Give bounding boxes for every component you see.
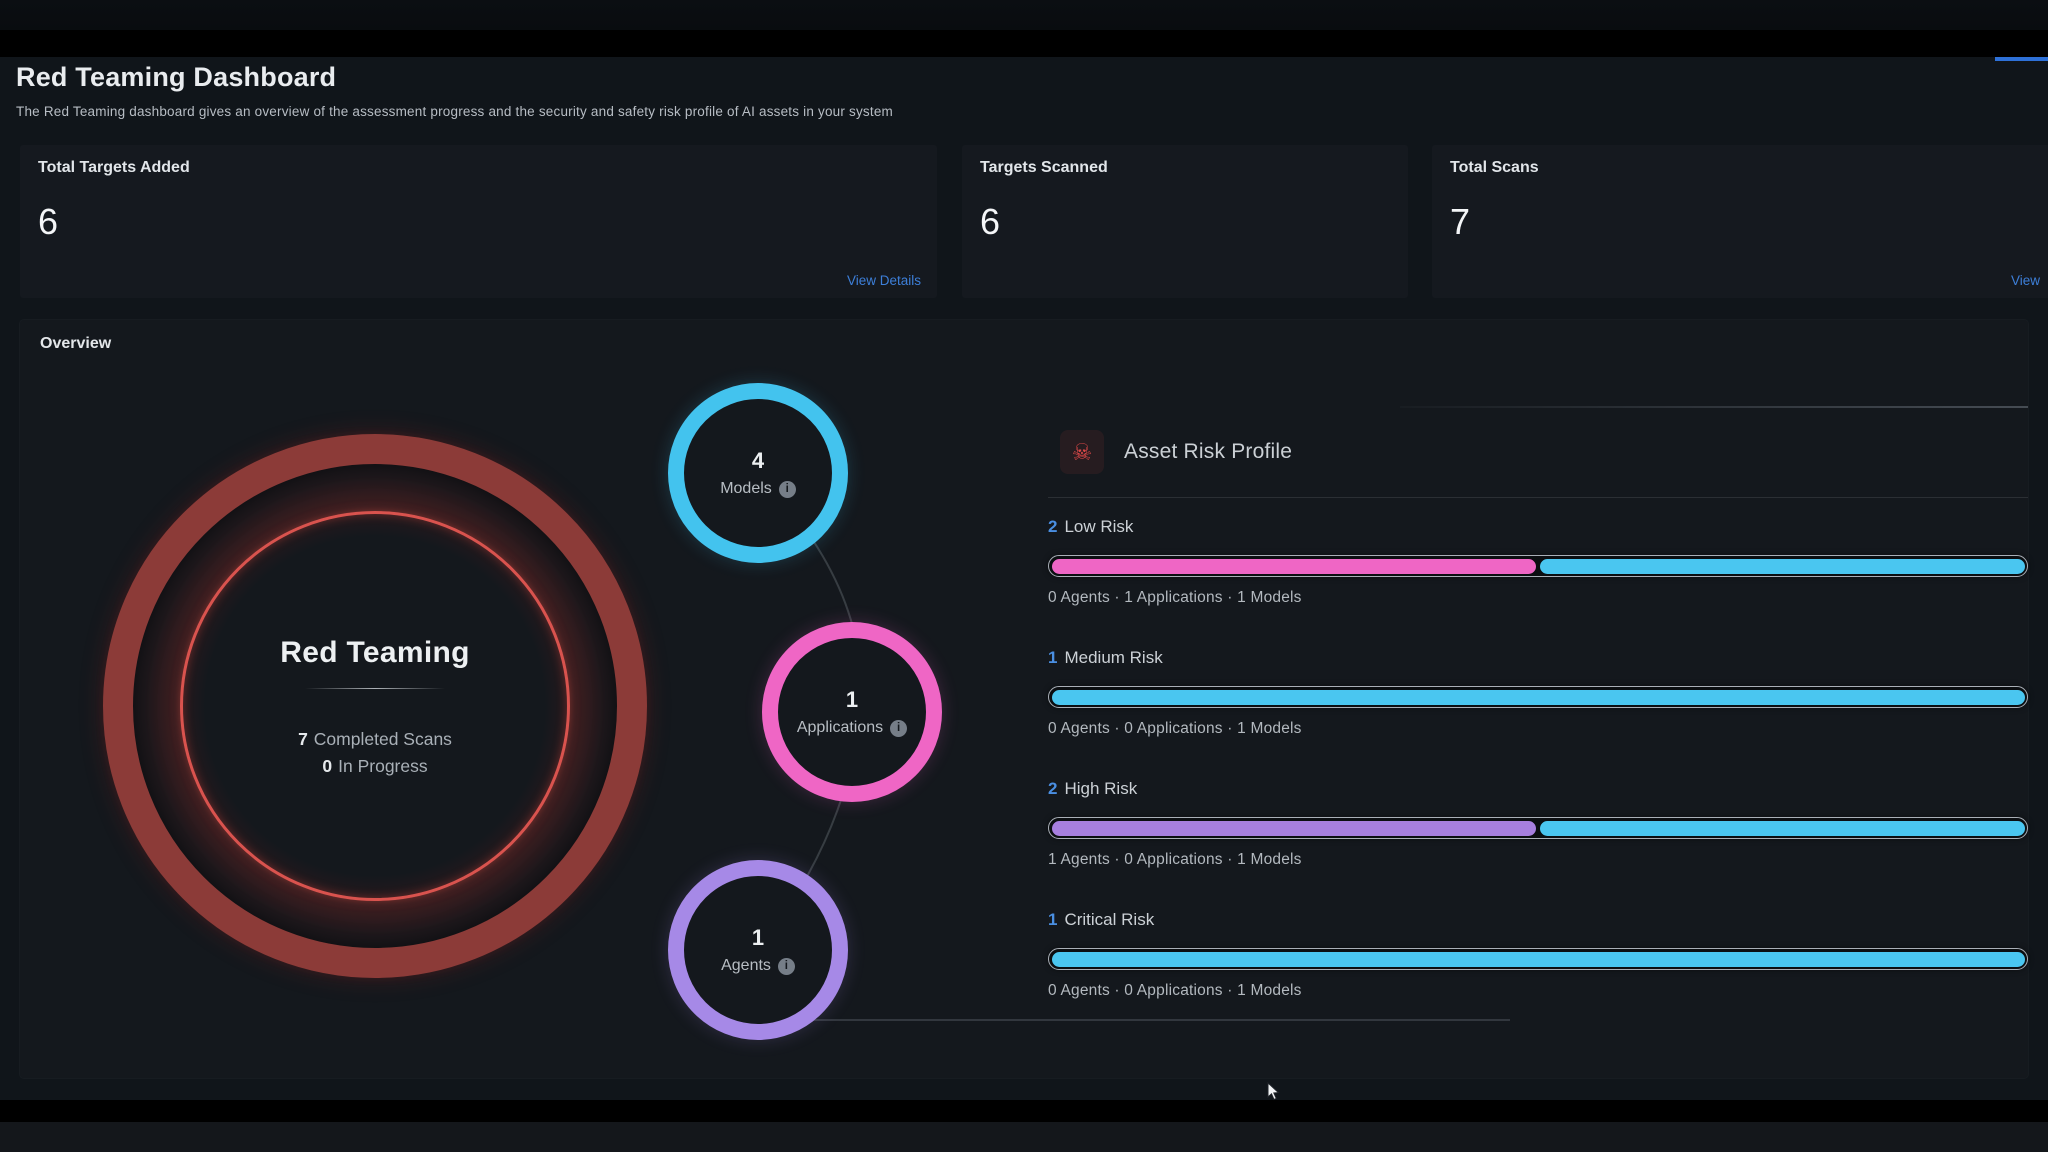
risk-segment-models: [1540, 820, 2025, 836]
gauge-completed-label: Completed Scans: [313, 728, 452, 749]
stat-card-value: 7: [1450, 201, 1471, 242]
risk-profile-divider: [1048, 497, 2028, 498]
risk-breakdown: 1 Agents · 0 Applications · 1 Models: [1048, 851, 1302, 868]
stat-card-link[interactable]: View: [2010, 273, 2040, 288]
risk-segment-agents: [1051, 820, 1536, 836]
asset-circle-label-line: Models: [720, 480, 796, 498]
bottom-strip: [0, 1122, 2048, 1152]
red-teaming-gauge: Red Teaming 7 Completed Scans 0 In Progres…: [75, 406, 675, 1006]
risk-label: Low Risk: [1064, 517, 1134, 536]
asset-circle-count: 4: [751, 448, 765, 473]
gauge-completed-line: 7 Completed Scans: [298, 729, 452, 750]
asset-circle-label: Agents: [721, 957, 771, 974]
risk-label-line: 1 Critical Risk: [1048, 910, 2028, 930]
stat-card-label: Targets Scanned: [980, 159, 1108, 176]
risk-bar: [1048, 686, 2028, 708]
risk-row: 1 Medium Risk 0 Agents · 0 Applications ·…: [1048, 648, 2028, 779]
active-tab-underline: [1995, 57, 2048, 61]
risk-segment-applications: [1051, 558, 1536, 574]
risk-label-line: 2 High Risk: [1048, 779, 2028, 799]
info-icon[interactable]: [777, 957, 795, 975]
risk-row: 2 High Risk 1 Agents · 0 Applications · 1…: [1048, 779, 2028, 910]
asset-circle-label: Models: [720, 480, 772, 497]
risk-count: 1: [1048, 648, 1058, 667]
overview-section-title: Overview: [40, 335, 112, 352]
risk-profile-title: Asset Risk Profile: [1124, 440, 1293, 463]
gauge-content: Red Teaming 7 Completed Scans 0 In Progres…: [185, 516, 565, 896]
risk-label: Critical Risk: [1064, 910, 1155, 929]
info-icon[interactable]: [778, 480, 796, 498]
stat-card-label: Total Targets Added: [38, 159, 190, 176]
risk-breakdown: 0 Agents · 0 Applications · 1 Models: [1048, 982, 1302, 999]
risk-breakdown: 0 Agents · 1 Applications · 1 Models: [1048, 589, 1302, 606]
stat-card: Total Scans 7 View: [1432, 145, 2048, 298]
risk-label-line: 1 Medium Risk: [1048, 648, 2028, 668]
risk-row: 2 Low Risk 0 Agents · 1 Applications · 1 …: [1048, 517, 2028, 648]
risk-panel-top-border: [1400, 406, 2028, 408]
risk-bar: [1048, 817, 2028, 839]
risk-count: 2: [1048, 779, 1058, 798]
page-subtitle: The Red Teaming dashboard gives an overv…: [16, 104, 893, 119]
asset-circle-models: 4 Models: [668, 383, 848, 563]
skull-icon: ☠: [1071, 438, 1093, 465]
stat-card-link[interactable]: View Details: [846, 273, 921, 288]
stat-card-value: 6: [38, 201, 59, 242]
asset-circle-count: 1: [751, 925, 765, 950]
risk-count: 2: [1048, 517, 1058, 536]
risk-segment-models: [1051, 689, 2025, 705]
risk-label: High Risk: [1064, 779, 1138, 798]
risk-segment-models: [1051, 951, 2025, 967]
risk-bar: [1048, 948, 2028, 970]
risk-label: Medium Risk: [1064, 648, 1163, 667]
risk-profile-icon-box: ☠: [1060, 430, 1104, 474]
asset-circle-count: 1: [845, 687, 859, 712]
risk-label-line: 2 Low Risk: [1048, 517, 2028, 537]
gauge-title: Red Teaming: [280, 635, 470, 669]
gauge-inner-ring: [180, 511, 570, 901]
stat-card: Total Targets Added 6 View Details: [20, 145, 937, 298]
asset-circle-label-line: Applications: [796, 719, 908, 737]
asset-circle-label-line: Agents: [721, 957, 795, 975]
stat-card-value: 6: [980, 201, 1001, 242]
risk-row: 1 Critical Risk 0 Agents · 0 Applications…: [1048, 910, 2028, 1041]
window-top-strip: [0, 0, 2048, 30]
gauge-divider: [305, 687, 445, 689]
stat-card: Targets Scanned 6: [962, 145, 1408, 298]
top-black-band: [0, 30, 2048, 57]
risk-bar: [1048, 555, 2028, 577]
gauge-inprogress-line: 0 In Progress: [322, 756, 427, 777]
bottom-black-band: [0, 1100, 2048, 1122]
gauge-inprogress-count: 0: [322, 755, 333, 776]
risk-segment-models: [1540, 558, 2025, 574]
asset-circle-agents: 1 Agents: [668, 860, 848, 1040]
asset-circle-applications: 1 Applications: [762, 622, 942, 802]
risk-breakdown: 0 Agents · 0 Applications · 1 Models: [1048, 720, 1302, 737]
info-icon[interactable]: [890, 719, 908, 737]
stat-card-label: Total Scans: [1450, 159, 1539, 176]
risk-count: 1: [1048, 910, 1058, 929]
asset-circle-label: Applications: [796, 719, 884, 736]
page-title: Red Teaming Dashboard: [16, 62, 337, 92]
gauge-inprogress-label: In Progress: [338, 755, 428, 776]
gauge-completed-count: 7: [298, 728, 308, 749]
risk-rows: 2 Low Risk 0 Agents · 1 Applications · 1 …: [1048, 517, 2028, 1041]
